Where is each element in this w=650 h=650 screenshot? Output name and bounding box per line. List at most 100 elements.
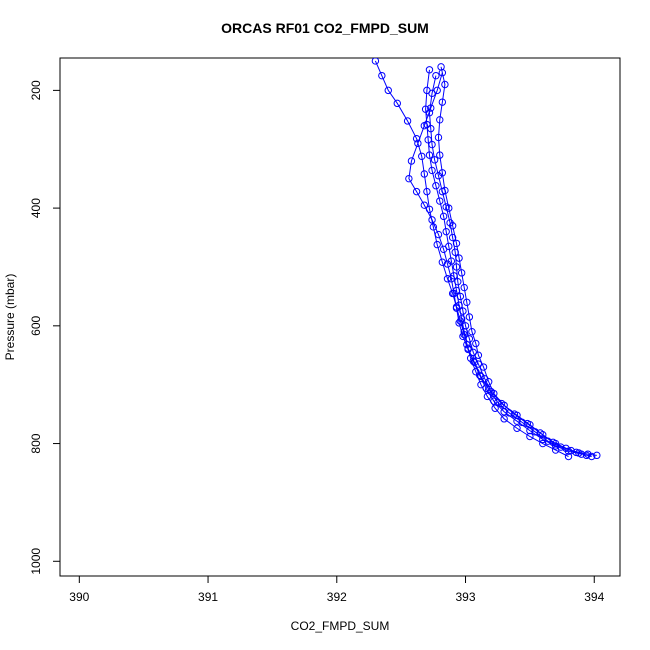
x-tick: 392: [327, 576, 347, 604]
data-point: [539, 439, 547, 448]
series-line: [425, 69, 569, 457]
data-point: [447, 257, 456, 265]
data-point: [465, 335, 474, 343]
data-point: [420, 201, 429, 209]
x-tick: 394: [584, 576, 605, 604]
data-point: [425, 66, 434, 74]
data-point: [459, 332, 467, 341]
data-point: [439, 212, 448, 221]
data-point: [403, 117, 412, 125]
data-point: [448, 233, 457, 242]
data-point: [470, 358, 479, 367]
data-point: [463, 340, 471, 349]
y-tick: 200: [29, 80, 60, 100]
x-tick-label: 390: [69, 590, 89, 604]
data-point: [451, 248, 459, 256]
data-point: [477, 380, 485, 389]
data-point: [436, 116, 444, 124]
data-point: [466, 354, 475, 362]
data-point: [577, 450, 586, 458]
data-point: [393, 99, 401, 108]
data-point: [564, 452, 573, 461]
data-point: [593, 451, 601, 460]
data-point: [452, 263, 461, 271]
data-point: [468, 328, 476, 336]
data-point: [434, 133, 443, 142]
data-point: [438, 258, 447, 266]
data-point: [500, 408, 508, 416]
data-point: [433, 240, 441, 249]
y-tick: 600: [29, 315, 60, 336]
series-4: [421, 66, 573, 461]
data-point: [526, 426, 534, 435]
data-point: [405, 174, 413, 183]
x-axis: 390 391 392 393 394: [69, 576, 605, 604]
data-point: [423, 86, 431, 95]
y-tick-label: 800: [29, 433, 43, 453]
data-point: [434, 172, 443, 180]
y-tick-label: 600: [29, 315, 43, 335]
data-point: [526, 432, 534, 441]
x-tick-label: 392: [327, 590, 347, 604]
data-point: [438, 187, 447, 196]
data-point: [371, 58, 380, 65]
data-point: [442, 227, 450, 236]
data-point: [457, 315, 466, 323]
data-point: [582, 451, 591, 460]
data-point: [378, 71, 386, 80]
data-point: [500, 415, 508, 423]
data-point: [421, 105, 430, 113]
data-point: [491, 404, 499, 412]
y-axis-label: Pressure (mbar): [3, 273, 17, 361]
data-point: [460, 283, 468, 292]
data-point: [551, 442, 560, 450]
series-layer: [371, 58, 601, 461]
y-tick-label: 200: [29, 80, 43, 100]
plot-frame: [59, 57, 621, 577]
data-point: [463, 298, 471, 306]
series-1: [425, 71, 596, 461]
data-point: [436, 151, 444, 159]
data-point: [441, 80, 449, 89]
data-point: [452, 286, 461, 295]
x-tick: 391: [198, 576, 218, 604]
data-point: [450, 272, 458, 280]
data-point: [464, 344, 472, 352]
data-point: [465, 313, 474, 321]
data-point: [445, 242, 453, 251]
data-point: [407, 157, 416, 165]
y-tick: 1000: [29, 548, 60, 575]
data-point: [420, 170, 429, 178]
data-point: [436, 197, 444, 205]
data-point: [423, 120, 431, 129]
data-point: [418, 152, 426, 161]
series-3: [371, 58, 586, 458]
y-tick-label: 400: [29, 198, 43, 218]
data-point: [427, 104, 435, 112]
data-point: [483, 392, 492, 401]
series-2: [405, 69, 591, 460]
data-point: [460, 328, 468, 336]
data-point: [414, 139, 422, 148]
x-tick: 390: [69, 576, 90, 604]
data-point: [457, 269, 466, 277]
data-point: [433, 86, 441, 95]
y-tick: 800: [29, 433, 60, 454]
data-point: [455, 301, 463, 309]
data-point: [432, 182, 440, 190]
data-point: [539, 435, 547, 444]
data-point: [513, 417, 521, 425]
data-point: [564, 447, 573, 455]
data-point: [424, 136, 432, 144]
data-point: [438, 98, 447, 106]
data-point: [513, 424, 521, 432]
data-point: [442, 203, 450, 211]
series-line: [437, 66, 597, 456]
data-point: [429, 223, 438, 231]
x-tick: 393: [456, 576, 476, 604]
series-line: [374, 60, 582, 455]
x-tick-label: 394: [584, 590, 604, 604]
y-tick: 400: [29, 198, 60, 218]
data-point: [438, 69, 447, 77]
data-point: [443, 275, 452, 283]
